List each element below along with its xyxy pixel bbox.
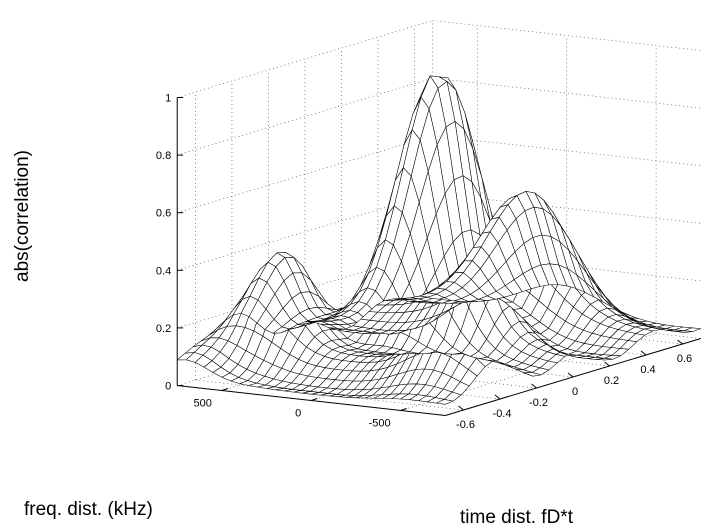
grid-line — [177, 135, 433, 214]
y-tick-label: -0.6 — [456, 419, 475, 431]
surface-mesh — [176, 75, 702, 405]
grid-line — [177, 192, 433, 271]
y-tick-label: -0.2 — [529, 397, 548, 409]
x-tick-label: 0 — [295, 408, 301, 420]
grid-line — [432, 20, 701, 51]
grid-line — [177, 77, 433, 156]
x-tick-mark — [311, 398, 318, 401]
grid-line — [177, 20, 433, 98]
y-tick-label: 0.6 — [677, 353, 692, 365]
z-tick-label: 1 — [165, 93, 171, 105]
grid-line — [432, 77, 701, 109]
y-tick-mark — [494, 394, 501, 400]
y-tick-mark — [604, 361, 610, 367]
z-axis-label: abs(correlation) — [12, 150, 33, 282]
z-tick-label: 0.6 — [156, 208, 171, 220]
y-axis-label: time dist. fD*t — [460, 507, 574, 525]
y-tick-label: -0.4 — [493, 408, 512, 420]
z-tick-label: 0.2 — [156, 323, 171, 335]
surface-face — [424, 298, 442, 303]
y-tick-mark — [567, 372, 574, 378]
y-tick-mark — [531, 383, 537, 389]
grid-line — [177, 250, 433, 329]
y-tick-label: 0.4 — [640, 364, 655, 376]
tick-labels: 0 0.2 0.4 0.6 0.8 1 500 0 -500 -0.6 -0.4 -0.2 0 0.2 0.… — [156, 93, 692, 432]
x-tick-label: -500 — [369, 418, 391, 430]
grid-line — [195, 379, 464, 411]
y-tick-mark — [640, 350, 647, 356]
x-axis-label: freq. dist. (kHz) — [24, 499, 153, 520]
y-tick-label: 0 — [572, 386, 578, 398]
x-tick-label: 500 — [194, 398, 212, 410]
x-tick-mark — [221, 388, 229, 391]
z-tick-label: 0.8 — [156, 150, 171, 162]
y-tick-mark — [458, 405, 464, 411]
y-tick-mark — [677, 339, 683, 345]
y-tick-label: 0.2 — [604, 375, 619, 387]
z-tick-label: 0.4 — [156, 265, 171, 277]
z-tick-label: 0 — [165, 381, 171, 393]
x-tick-mark — [400, 408, 407, 411]
